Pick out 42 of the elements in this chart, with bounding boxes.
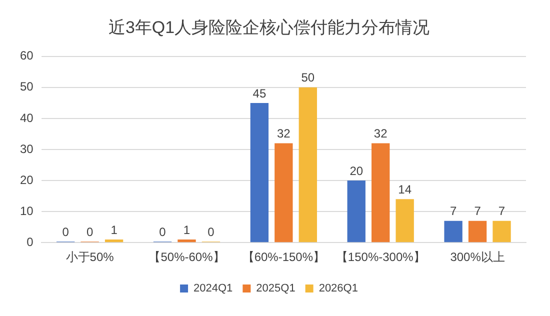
data-label: 0 bbox=[208, 224, 215, 239]
data-label: 0 bbox=[159, 224, 166, 239]
data-label: 45 bbox=[252, 86, 266, 100]
x-tick-label: 【50%-60%】 bbox=[148, 250, 225, 264]
y-tick-label: 30 bbox=[20, 142, 34, 156]
data-label: 7 bbox=[474, 204, 482, 218]
bar bbox=[104, 239, 124, 242]
bar bbox=[444, 220, 462, 242]
x-tick-label: 【150%-300%】 bbox=[336, 250, 426, 264]
data-label: 32 bbox=[276, 126, 291, 141]
bar bbox=[492, 220, 511, 242]
legend-label: 2026Q1 bbox=[318, 282, 358, 295]
bar bbox=[396, 199, 414, 242]
bar bbox=[372, 143, 390, 242]
bar bbox=[274, 143, 293, 242]
legend-label: 2024Q1 bbox=[194, 282, 233, 295]
y-tick-label: 60 bbox=[20, 48, 34, 63]
y-tick-label: 40 bbox=[20, 110, 34, 125]
bar bbox=[250, 102, 269, 242]
data-label: 0 bbox=[62, 224, 70, 239]
x-tick-label: 小于50% bbox=[66, 250, 114, 264]
data-label: 7 bbox=[450, 204, 457, 218]
data-label: 1 bbox=[183, 222, 190, 237]
bar bbox=[178, 239, 196, 242]
bar bbox=[298, 87, 317, 242]
data-label: 50 bbox=[301, 70, 315, 85]
x-tick-label: 300%以上 bbox=[450, 250, 505, 264]
legend-label: 2025Q1 bbox=[256, 282, 296, 295]
data-label: 7 bbox=[498, 204, 506, 218]
bar bbox=[347, 180, 366, 242]
y-tick-label: 0 bbox=[26, 234, 34, 249]
y-tick-label: 20 bbox=[20, 172, 34, 187]
x-tick-label: 【60%-150%】 bbox=[242, 250, 326, 264]
y-tick-label: 50 bbox=[20, 80, 34, 94]
chart-title: 近3年Q1人身险险企核心偿付能力分布情况 bbox=[108, 18, 430, 37]
data-label: 32 bbox=[374, 126, 388, 141]
y-tick-label: 10 bbox=[20, 204, 34, 218]
data-label: 0 bbox=[86, 224, 94, 239]
data-label: 1 bbox=[110, 222, 118, 237]
data-label: 14 bbox=[398, 182, 412, 196]
bar bbox=[468, 220, 487, 242]
data-label: 20 bbox=[350, 164, 364, 178]
